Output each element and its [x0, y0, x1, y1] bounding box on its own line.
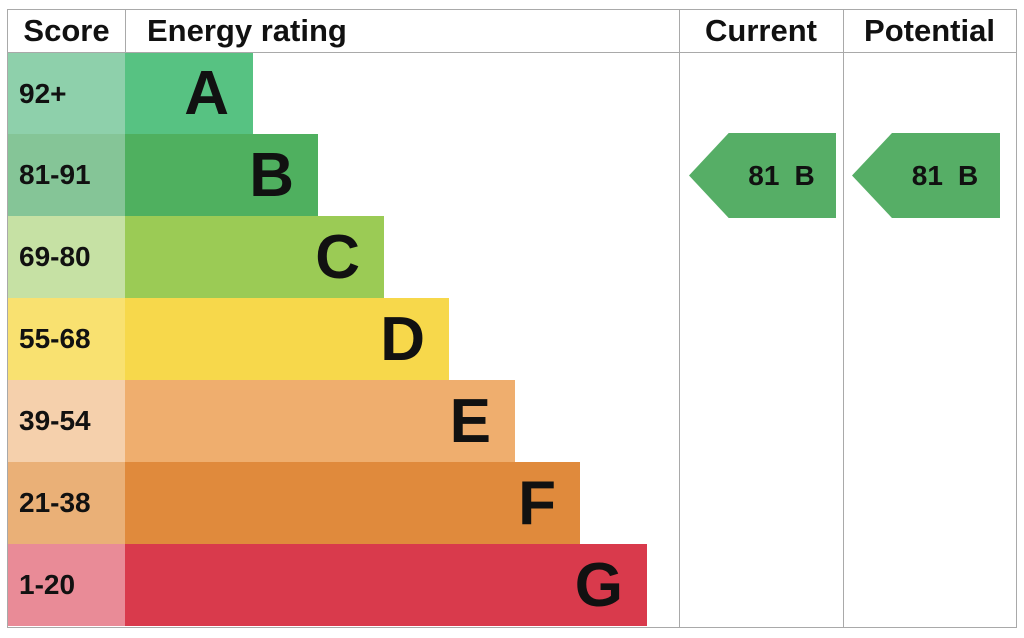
score-range-g: 1-20: [8, 544, 125, 626]
score-range-c: 69-80: [8, 216, 125, 298]
score-column-header: Score: [23, 13, 110, 48]
band-row-d: 55-68 D: [8, 298, 679, 380]
potential-rating-band: B: [957, 159, 979, 191]
band-bar-d: D: [125, 298, 449, 380]
potential-column-header: Potential: [864, 13, 995, 48]
current-column-divider: [679, 10, 680, 627]
band-row-c: 69-80 C: [8, 216, 679, 298]
band-row-f: 21-38 F: [8, 462, 679, 544]
score-range-d: 55-68: [8, 298, 125, 380]
score-range-f: 21-38: [8, 462, 125, 544]
score-range-b: 81-91: [8, 134, 125, 216]
header-divider: [8, 52, 1016, 53]
band-bar-g: G: [125, 544, 647, 626]
band-row-e: 39-54 E: [8, 380, 679, 462]
band-bar-e: E: [125, 380, 515, 462]
band-bar-c: C: [125, 216, 384, 298]
score-energy-divider: [125, 10, 126, 52]
current-rating-score: 81: [748, 159, 780, 191]
current-rating-arrow: 81 B: [689, 133, 836, 218]
energy-rating-column-header: Energy rating: [147, 13, 347, 48]
potential-rating-score: 81: [911, 159, 943, 191]
chart-header: Score Energy rating Current Potential: [8, 10, 1016, 52]
band-row-g: 1-20 G: [8, 544, 679, 626]
band-bar-f: F: [125, 462, 580, 544]
epc-energy-rating-chart: Score Energy rating Current Potential 92…: [7, 9, 1017, 628]
potential-column-divider: [843, 10, 844, 627]
score-range-e: 39-54: [8, 380, 125, 462]
current-rating-band: B: [794, 159, 815, 191]
band-bar-b: B: [125, 134, 318, 216]
band-rows: 92+ A 81-91 B 69-80 C 55-68 D 39-54 E 21…: [8, 53, 679, 626]
band-bar-a: A: [125, 53, 253, 134]
band-row-a: 92+ A: [8, 53, 679, 134]
band-row-b: 81-91 B: [8, 134, 679, 216]
score-range-a: 92+: [8, 53, 125, 134]
potential-rating-arrow: 81 B: [852, 133, 1000, 218]
current-column-header: Current: [705, 13, 817, 48]
